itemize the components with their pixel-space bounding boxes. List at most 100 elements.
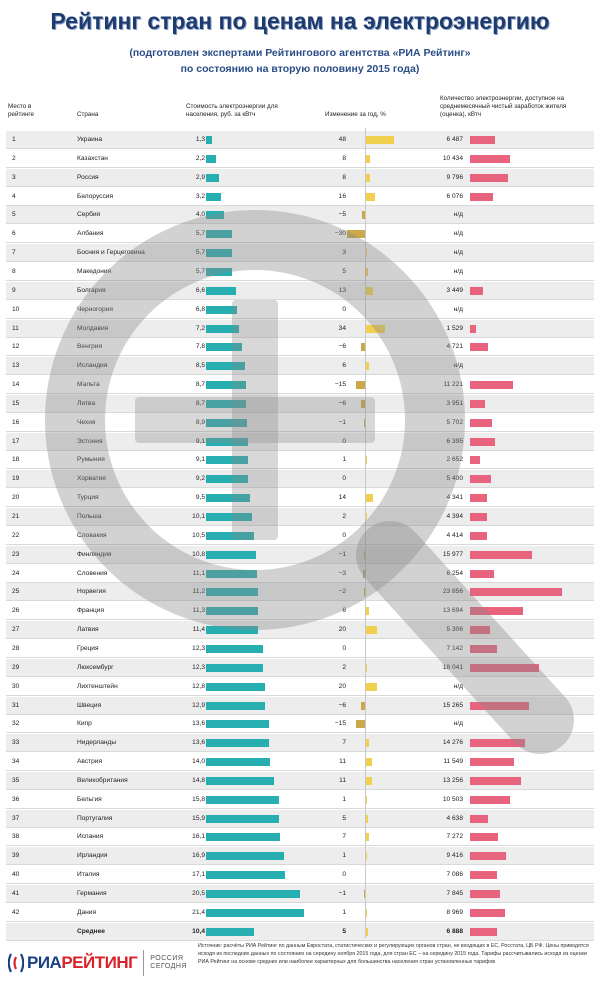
rank-cell: 18	[12, 456, 20, 464]
rank-cell: 42	[12, 908, 20, 916]
price-bar	[206, 249, 233, 258]
kwh-bar	[470, 154, 511, 163]
row-separator	[6, 826, 594, 828]
kwh-bar	[470, 776, 522, 785]
price-cell: 11,1	[192, 569, 205, 577]
rank-cell: 20	[12, 494, 20, 502]
kwh-cell: 5 306	[446, 626, 463, 634]
change-bar	[365, 663, 367, 672]
change-bar	[361, 399, 365, 408]
row-background	[6, 131, 594, 149]
table-row: 30 Лихтенштейн 12,8 20 н/д	[6, 678, 594, 696]
change-cell: 7	[342, 739, 346, 747]
price-bar	[206, 644, 263, 653]
change-cell: 8	[342, 173, 346, 181]
change-cell: 5	[342, 814, 346, 822]
price-bar	[206, 192, 221, 201]
kwh-cell: 9 796	[446, 173, 463, 181]
table-row: 4 Белоруссия 3,2 16 6 076	[6, 188, 594, 206]
rank-cell: 37	[12, 814, 20, 822]
country-cell: Австрия	[77, 758, 103, 766]
price-cell: 14,0	[192, 758, 205, 766]
price-cell: 7,2	[195, 324, 205, 332]
change-cell: −2	[338, 588, 346, 596]
change-cell: 7	[342, 833, 346, 841]
price-bar	[206, 550, 256, 559]
country-cell: Сербия	[77, 211, 101, 219]
price-cell: 14,8	[192, 776, 205, 784]
country-cell: Литва	[77, 399, 96, 407]
rank-cell: 14	[12, 381, 20, 389]
rank-cell: 15	[12, 399, 20, 407]
table-row: 40 Италия 17,1 0 7 086	[6, 866, 594, 885]
change-cell: 5	[342, 927, 346, 935]
row-separator	[6, 562, 594, 564]
kwh-bar	[470, 494, 487, 503]
change-bar	[365, 852, 367, 861]
row-separator	[6, 411, 594, 413]
country-cell: Исландия	[77, 362, 108, 370]
row-separator	[6, 242, 594, 244]
price-cell: 20,5	[192, 890, 205, 897]
price-cell: 2,9	[195, 173, 205, 181]
price-cell: 11,2	[192, 588, 205, 596]
change-cell: −6	[338, 399, 346, 407]
logo-sub-2: СЕГОДНЯ	[150, 963, 188, 970]
kwh-cell: 23 856	[442, 588, 463, 596]
row-separator	[6, 430, 594, 432]
rank-cell: 19	[12, 475, 20, 483]
kwh-bar	[470, 531, 487, 540]
kwh-bar	[470, 758, 515, 767]
row-separator	[6, 393, 594, 395]
country-cell: Польша	[77, 513, 102, 520]
price-bar	[206, 475, 249, 484]
change-bar	[365, 607, 369, 616]
table-row: 8 Македония 5,7 5 н/д	[6, 263, 594, 281]
row-background	[6, 771, 594, 790]
kwh-cell: 3 449	[446, 286, 463, 294]
country-cell: Греция	[77, 644, 99, 652]
table-row: 23 Финляндия 10,8 −1 15 977	[6, 545, 594, 564]
price-bar	[206, 701, 266, 710]
price-bar	[206, 154, 217, 163]
logo-mark-icon	[7, 952, 25, 974]
price-cell: 8,7	[195, 399, 205, 407]
kwh-bar	[470, 871, 498, 880]
page-subtitle: (подготовлен экспертами Рейтингового аге…	[0, 45, 600, 77]
kwh-cell: 11 549	[443, 758, 463, 766]
rank-cell: 40	[12, 871, 20, 879]
country-cell: Черногория	[77, 305, 113, 313]
rank-cell: 12	[12, 343, 20, 351]
logo-ria: РИА	[27, 953, 62, 972]
kwh-cell: н/д	[453, 305, 463, 313]
table-row: 42 Дания 21,4 1 8 969	[6, 904, 594, 922]
change-bar	[365, 908, 367, 917]
change-bar	[356, 720, 365, 729]
price-cell: 8,5	[195, 362, 205, 370]
price-bar	[206, 211, 225, 220]
change-bar	[356, 381, 365, 390]
change-cell: 1	[342, 456, 346, 464]
change-cell: 5	[342, 267, 346, 275]
table-row: 19 Хорватия 9,2 0 5 400	[6, 470, 594, 489]
change-cell: 34	[338, 324, 346, 332]
country-cell: Италия	[77, 871, 100, 879]
price-cell: 3,2	[195, 192, 205, 200]
change-cell: 1	[342, 795, 346, 803]
row-separator	[6, 713, 594, 715]
kwh-bar	[470, 569, 495, 578]
price-bar	[206, 381, 247, 390]
table-row: 34 Австрия 14,0 11 11 549	[6, 753, 594, 772]
kwh-cell: 6 076	[446, 192, 463, 200]
table-row: 26 Франция 11,3 6 13 694	[6, 602, 594, 621]
change-cell: 2	[342, 663, 346, 671]
row-separator	[6, 883, 594, 885]
price-cell: 8,9	[195, 418, 205, 426]
country-cell: Албания	[77, 230, 104, 238]
change-cell: 0	[342, 871, 346, 879]
kwh-cell: 5 400	[446, 475, 463, 483]
price-cell: 16,9	[192, 852, 205, 860]
rank-cell: 27	[12, 626, 20, 634]
row-background	[6, 715, 594, 733]
change-cell: 13	[338, 286, 346, 294]
